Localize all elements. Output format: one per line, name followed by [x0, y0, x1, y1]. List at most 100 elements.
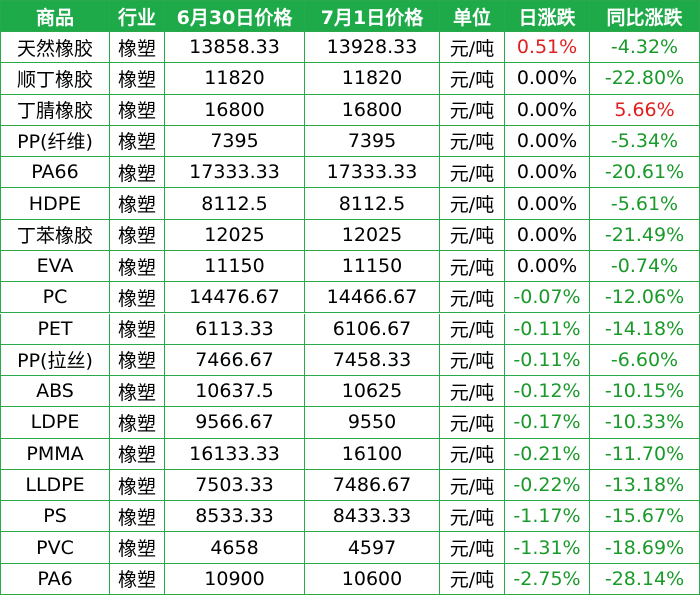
table-cell: -18.69%	[590, 532, 700, 564]
table-cell: 0.00%	[505, 125, 590, 158]
table-cell: 橡塑	[110, 282, 165, 314]
table-cell: 8112.5	[165, 188, 305, 220]
table-cell: 4597	[305, 532, 440, 564]
table-cell: 橡塑	[110, 532, 165, 564]
table-cell: 橡塑	[110, 501, 165, 533]
table-cell: 0.51%	[505, 32, 590, 64]
table-cell: 元/吨	[440, 563, 505, 595]
table-cell: 13858.33	[165, 32, 305, 64]
table-cell: 8433.33	[305, 501, 440, 533]
table-cell: 元/吨	[440, 219, 505, 251]
table-cell: PVC	[0, 532, 110, 564]
table-cell: 7486.67	[305, 469, 440, 502]
table-cell: 11150	[305, 250, 440, 283]
header-cell: 6月30日价格	[165, 0, 305, 32]
table-cell: -0.11%	[505, 313, 590, 345]
table-cell: 橡塑	[110, 94, 165, 126]
table-cell: LDPE	[0, 407, 110, 439]
table-cell: -15.67%	[590, 501, 700, 533]
table-cell: -0.07%	[505, 282, 590, 314]
table-cell: 7466.67	[165, 344, 305, 377]
table-cell: 橡塑	[110, 438, 165, 470]
table-cell: 7458.33	[305, 344, 440, 377]
table-cell: 元/吨	[440, 438, 505, 470]
table-cell: 橡塑	[110, 344, 165, 377]
table-cell: PET	[0, 313, 110, 345]
table-cell: 10600	[305, 563, 440, 595]
table-cell: 14466.67	[305, 282, 440, 314]
table-cell: 6106.67	[305, 313, 440, 345]
table-cell: 橡塑	[110, 157, 165, 189]
table-cell: -0.74%	[590, 250, 700, 283]
table-cell: -22.80%	[590, 63, 700, 95]
table-cell: ABS	[0, 376, 110, 408]
table-cell: 12025	[165, 219, 305, 251]
table-cell: 丁腈橡胶	[0, 94, 110, 126]
table-cell: -13.18%	[590, 469, 700, 502]
table-cell: 9550	[305, 407, 440, 439]
table-cell: 13928.33	[305, 32, 440, 64]
table-cell: PP(拉丝)	[0, 344, 110, 377]
table-cell: 元/吨	[440, 188, 505, 220]
table-cell: 14476.67	[165, 282, 305, 314]
table-cell: 6113.33	[165, 313, 305, 345]
table-cell: 8112.5	[305, 188, 440, 220]
table-cell: 5.66%	[590, 94, 700, 126]
table-cell: -12.06%	[590, 282, 700, 314]
table-cell: 丁苯橡胶	[0, 219, 110, 251]
table-cell: -10.33%	[590, 407, 700, 439]
table-cell: -11.70%	[590, 438, 700, 470]
table-cell: 8533.33	[165, 501, 305, 533]
table-cell: 橡塑	[110, 125, 165, 158]
table-cell: 17333.33	[305, 157, 440, 189]
table-cell: 10900	[165, 563, 305, 595]
table-cell: 橡塑	[110, 219, 165, 251]
table-cell: PA66	[0, 157, 110, 189]
table-cell: 7395	[305, 125, 440, 158]
table-cell: -10.15%	[590, 376, 700, 408]
table-cell: PS	[0, 501, 110, 533]
header-cell: 商品	[0, 0, 110, 32]
table-cell: 0.00%	[505, 188, 590, 220]
table-cell: -0.17%	[505, 407, 590, 439]
table-cell: 元/吨	[440, 376, 505, 408]
table-cell: 元/吨	[440, 125, 505, 158]
table-cell: 7503.33	[165, 469, 305, 502]
table-cell: -1.17%	[505, 501, 590, 533]
table-cell: 橡塑	[110, 188, 165, 220]
table-cell: 7395	[165, 125, 305, 158]
table-cell: -5.61%	[590, 188, 700, 220]
table-cell: PA6	[0, 563, 110, 595]
table-cell: 0.00%	[505, 63, 590, 95]
table-cell: -4.32%	[590, 32, 700, 64]
table-cell: 16133.33	[165, 438, 305, 470]
table-cell: -1.31%	[505, 532, 590, 564]
table-cell: -6.60%	[590, 344, 700, 377]
table-cell: 橡塑	[110, 32, 165, 64]
header-cell: 7月1日价格	[305, 0, 440, 32]
header-cell: 同比涨跌	[590, 0, 700, 32]
table-cell: 11820	[305, 63, 440, 95]
table-cell: PP(纤维)	[0, 125, 110, 158]
table-cell: 10637.5	[165, 376, 305, 408]
table-cell: 橡塑	[110, 376, 165, 408]
table-cell: 元/吨	[440, 282, 505, 314]
table-cell: 元/吨	[440, 157, 505, 189]
table-cell: 12025	[305, 219, 440, 251]
table-cell: 11820	[165, 63, 305, 95]
table-cell: 天然橡胶	[0, 32, 110, 64]
table-cell: 4658	[165, 532, 305, 564]
table-cell: -0.22%	[505, 469, 590, 502]
table-cell: 橡塑	[110, 469, 165, 502]
table-cell: -0.21%	[505, 438, 590, 470]
table-cell: 0.00%	[505, 250, 590, 283]
table-cell: 元/吨	[440, 63, 505, 95]
table-cell: 元/吨	[440, 32, 505, 64]
table-cell: PMMA	[0, 438, 110, 470]
table-cell: 元/吨	[440, 469, 505, 502]
table-cell: 橡塑	[110, 313, 165, 345]
table-cell: 橡塑	[110, 407, 165, 439]
table-cell: 16800	[305, 94, 440, 126]
table-cell: 橡塑	[110, 563, 165, 595]
table-cell: 顺丁橡胶	[0, 63, 110, 95]
